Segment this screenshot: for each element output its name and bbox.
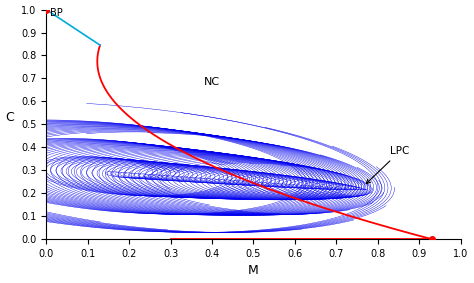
Polygon shape	[97, 45, 432, 239]
Text: BP: BP	[50, 8, 63, 18]
Text: LPC: LPC	[366, 146, 410, 184]
Text: NC: NC	[204, 77, 220, 87]
X-axis label: M: M	[248, 264, 259, 277]
Y-axis label: C: C	[6, 112, 14, 124]
